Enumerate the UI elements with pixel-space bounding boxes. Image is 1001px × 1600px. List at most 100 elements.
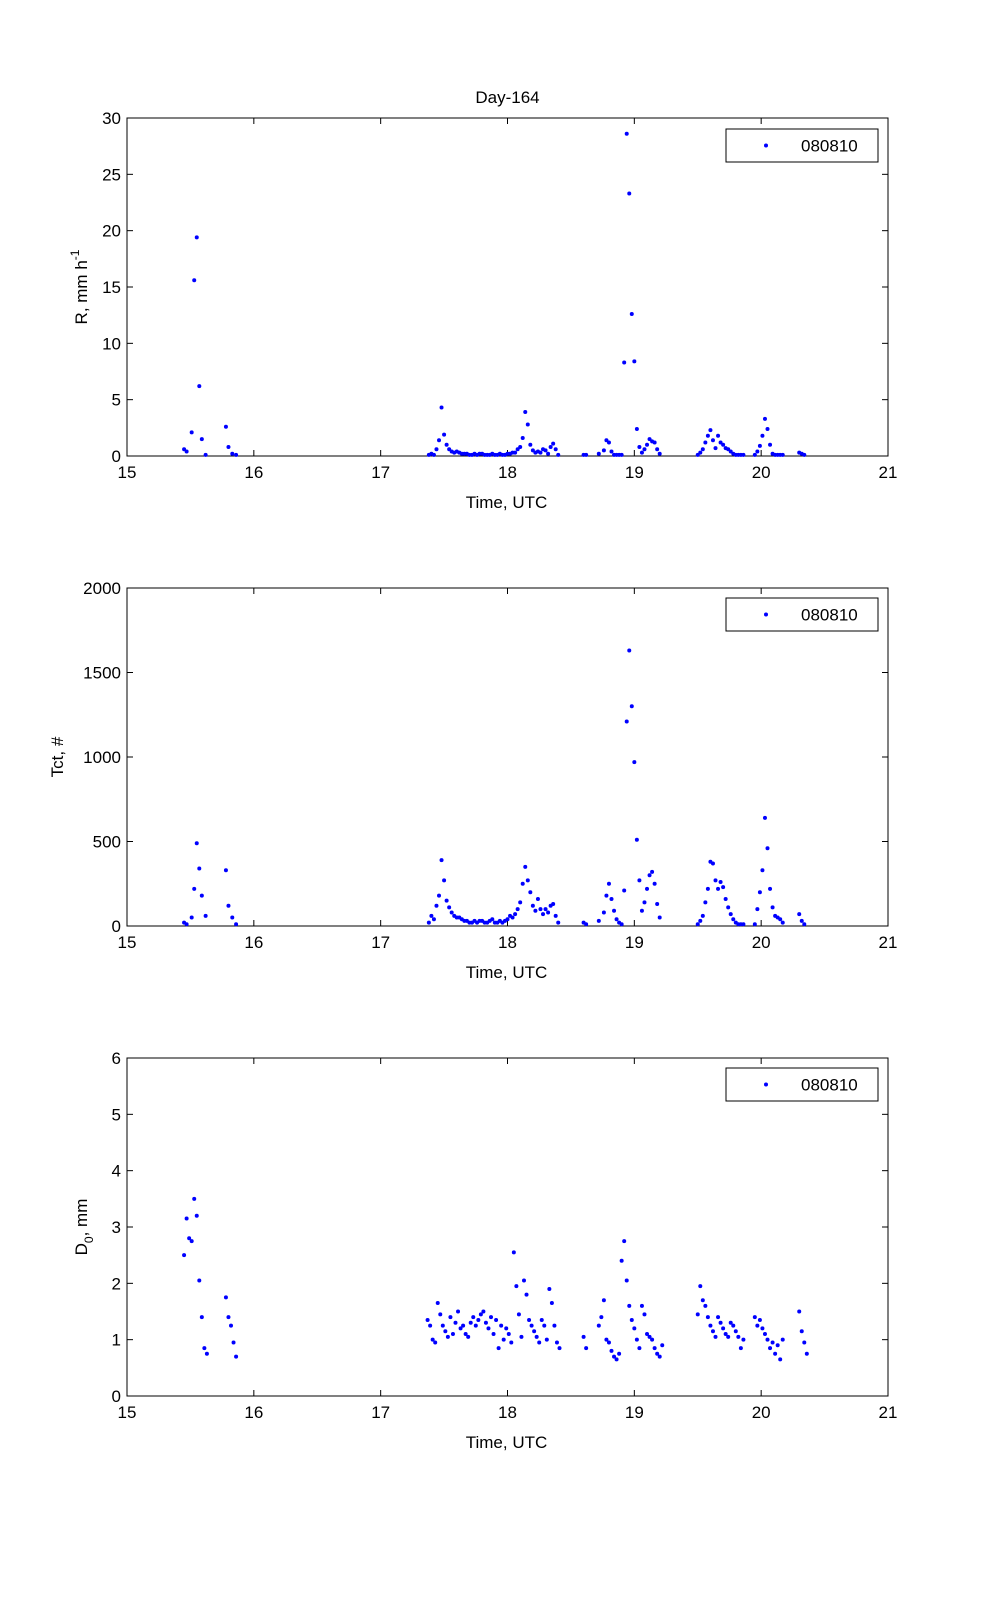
- data-point: [230, 915, 235, 920]
- axes-box: [126, 1057, 889, 1397]
- data-point: [765, 426, 770, 431]
- data-point: [639, 908, 644, 913]
- data-point: [189, 430, 194, 435]
- data-point: [534, 1334, 539, 1339]
- data-point: [223, 868, 228, 873]
- data-point: [518, 900, 523, 905]
- data-point: [543, 448, 548, 453]
- data-point: [525, 422, 530, 427]
- data-point: [449, 910, 454, 915]
- data-point: [430, 1337, 435, 1342]
- data-point: [468, 1320, 473, 1325]
- data-point: [752, 452, 757, 457]
- data-point: [429, 913, 434, 918]
- data-point: [203, 452, 208, 457]
- data-point: [698, 918, 703, 923]
- data-point: [509, 1340, 514, 1345]
- data-point: [710, 861, 715, 866]
- data-point: [533, 908, 538, 913]
- data-point: [645, 442, 650, 447]
- x-tick-label: 20: [752, 463, 771, 482]
- data-point: [187, 1236, 192, 1241]
- legend: 080810: [725, 597, 879, 632]
- data-point: [542, 1323, 547, 1328]
- y-tick-label: 1: [112, 1331, 121, 1350]
- y-tick-label: 4: [112, 1162, 121, 1181]
- data-point: [513, 450, 518, 455]
- data-point: [197, 1278, 202, 1283]
- data-point: [768, 886, 773, 891]
- data-point: [521, 1278, 526, 1283]
- data-point: [546, 451, 551, 456]
- data-point: [425, 1317, 430, 1322]
- data-point: [538, 450, 543, 455]
- legend-marker: [764, 612, 768, 617]
- data-point: [544, 1337, 549, 1342]
- data-point: [736, 1334, 741, 1339]
- data-point: [612, 908, 617, 913]
- data-point: [634, 1337, 639, 1342]
- data-point: [710, 1329, 715, 1334]
- data-point: [731, 1323, 736, 1328]
- data-point: [802, 452, 807, 457]
- y-tick-label: 0: [112, 447, 121, 466]
- x-tick-label: 19: [625, 1403, 644, 1422]
- legend-box: [725, 1067, 879, 1102]
- y-tick-label: 1500: [83, 664, 121, 683]
- data-point: [525, 878, 530, 883]
- data-point: [655, 447, 660, 452]
- data-point: [434, 903, 439, 908]
- legend-marker: [764, 143, 768, 148]
- data-point: [520, 881, 525, 886]
- data-point: [189, 1239, 194, 1244]
- y-tick-label: 2000: [83, 579, 121, 598]
- x-tick-label: 21: [879, 1403, 898, 1422]
- data-point: [728, 1320, 733, 1325]
- data-point: [713, 1334, 718, 1339]
- data-point: [642, 1312, 647, 1317]
- data-point: [226, 444, 231, 449]
- data-point: [728, 912, 733, 917]
- data-point: [632, 1326, 637, 1331]
- data-point: [448, 1315, 453, 1320]
- data-point: [713, 878, 718, 883]
- data-point: [617, 1351, 622, 1356]
- data-point: [529, 1323, 534, 1328]
- data-point: [510, 915, 515, 920]
- y-tick-label: 10: [102, 334, 121, 353]
- data-point: [713, 446, 718, 451]
- data-point: [721, 442, 726, 447]
- data-point: [695, 1312, 700, 1317]
- data-point: [504, 1326, 509, 1331]
- data-point: [481, 1309, 486, 1314]
- data-point: [718, 880, 723, 885]
- data-point: [223, 1295, 228, 1300]
- data-point: [532, 1329, 537, 1334]
- data-point: [192, 886, 197, 891]
- data-point: [596, 1323, 601, 1328]
- y-tick-label: 30: [102, 109, 121, 128]
- data-point: [458, 1326, 463, 1331]
- data-point: [755, 1323, 760, 1328]
- data-point: [584, 922, 589, 927]
- data-point: [695, 922, 700, 927]
- data-point: [599, 1315, 604, 1320]
- data-point: [765, 1337, 770, 1342]
- data-point: [445, 1334, 450, 1339]
- x-tick-label: 15: [118, 933, 137, 952]
- y-tick-label: 20: [102, 222, 121, 241]
- data-point: [645, 1332, 650, 1337]
- data-point: [703, 1303, 708, 1308]
- data-point: [710, 438, 715, 443]
- data-point: [760, 433, 765, 438]
- data-point: [516, 1312, 521, 1317]
- data-point: [752, 1315, 757, 1320]
- data-point: [731, 917, 736, 922]
- data-point: [189, 915, 194, 920]
- plot-2: 15 16 17 18 19 20 21 0 500 1000 1500 2000 Time, UTC T…: [48, 579, 897, 982]
- data-point: [698, 450, 703, 455]
- data-point: [752, 922, 757, 927]
- x-axis-label: Time, UTC: [466, 963, 548, 982]
- data-point: [797, 1309, 802, 1314]
- data-point: [437, 893, 442, 898]
